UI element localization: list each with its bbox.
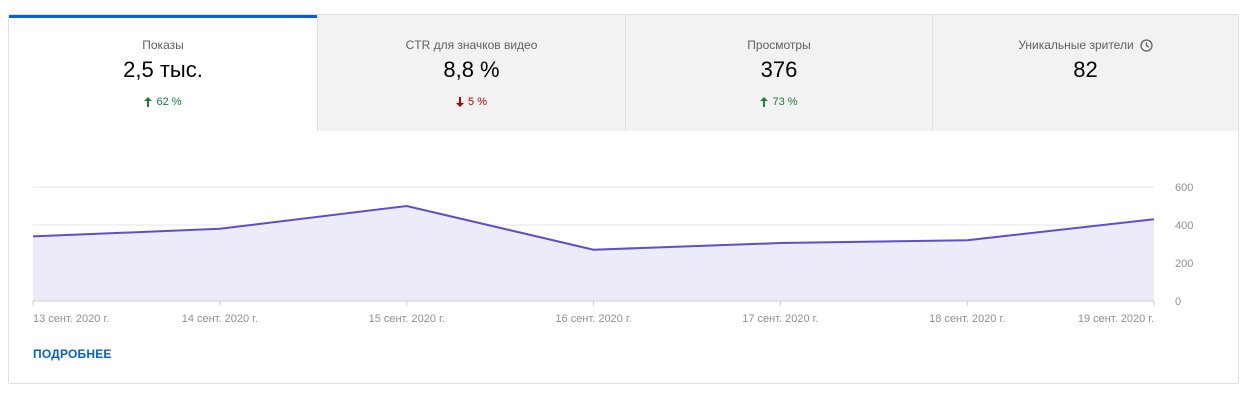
x-tick-label: 18 сент. 2020 г.: [929, 313, 1005, 325]
x-tick-label: 17 сент. 2020 г.: [742, 313, 818, 325]
impressions-card: Показы 2,5 тыс. 62 % CTR для значков вид…: [8, 14, 1239, 384]
tab-label: Показы: [142, 38, 184, 52]
tab-unique-viewers[interactable]: Уникальные зрители 82: [932, 15, 1238, 131]
y-tick-label: 600: [1175, 182, 1193, 194]
tab-value: 8,8 %: [443, 57, 500, 82]
arrow-up-icon: [144, 97, 153, 107]
x-tick-label: 15 сент. 2020 г.: [369, 313, 445, 325]
tab-delta: 62 %: [9, 96, 317, 108]
tab-value: 82: [1073, 57, 1098, 82]
clock-icon: [1140, 38, 1153, 52]
tab-label: CTR для значков видео: [405, 38, 538, 52]
tab-impressions[interactable]: Показы 2,5 тыс. 62 %: [9, 15, 317, 131]
tab-label: Уникальные зрители: [933, 38, 1238, 52]
selected-tab-indicator: [9, 15, 317, 18]
arrow-down-icon: [456, 97, 465, 107]
series-area: [33, 206, 1154, 301]
impressions-chart: 600 400 200 0 13 сент. 2020 г. 14 сент. 2020 …: [32, 182, 1193, 325]
tab-delta: 5 %: [318, 96, 625, 108]
x-tick-label: 13 сент. 2020 г.: [33, 313, 109, 325]
y-tick-label: 200: [1175, 258, 1193, 270]
tab-label: Просмотры: [747, 38, 811, 52]
arrow-up-icon: [760, 97, 769, 107]
x-tick-label: 14 сент. 2020 г.: [182, 313, 258, 325]
y-tick-label: 0: [1175, 296, 1181, 308]
x-tick-label: 19 сент. 2020 г.: [1078, 313, 1154, 325]
chart-area: 600 400 200 0 13 сент. 2020 г. 14 сент. 2020 …: [9, 165, 1238, 350]
metric-tabs: Показы 2,5 тыс. 62 % CTR для значков вид…: [9, 15, 1238, 131]
tab-ctr[interactable]: CTR для значков видео 8,8 % 5 %: [317, 15, 625, 131]
y-tick-label: 400: [1175, 220, 1193, 232]
tab-value: 2,5 тыс.: [123, 57, 203, 82]
x-tick-label: 16 сент. 2020 г.: [555, 313, 631, 325]
tab-views[interactable]: Просмотры 376 73 %: [625, 15, 932, 131]
see-more-link[interactable]: ПОДРОБНЕЕ: [33, 347, 112, 361]
tab-delta: 73 %: [626, 96, 932, 108]
tab-value: 376: [760, 57, 798, 82]
